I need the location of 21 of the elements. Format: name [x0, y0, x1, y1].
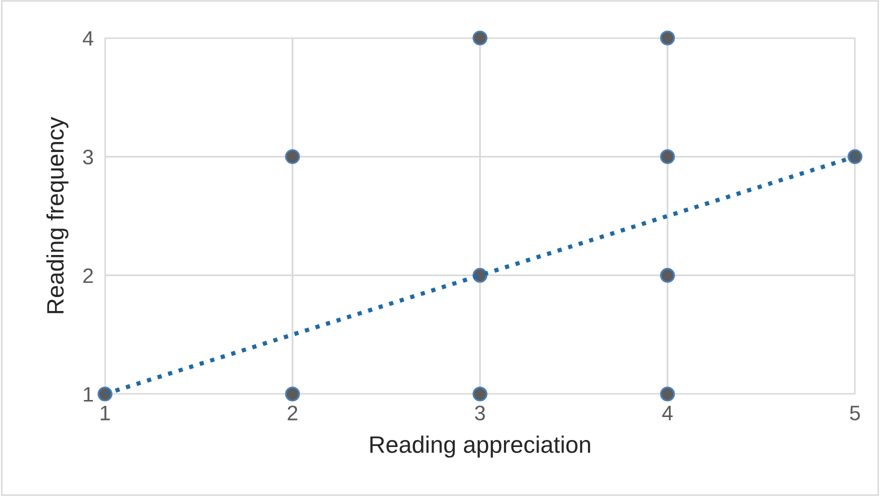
y-tick-label: 1: [84, 387, 93, 402]
point: [285, 386, 300, 402]
point: [98, 386, 112, 402]
point: [472, 30, 488, 46]
point: [848, 149, 862, 164]
y-axis-title: Reading frequency: [46, 116, 68, 314]
point: [285, 149, 300, 164]
x-tick-label: 3: [475, 406, 485, 420]
point: [660, 149, 675, 164]
x-tick-label: 1: [100, 406, 110, 420]
point: [660, 30, 675, 46]
point: [660, 386, 675, 402]
x-tick-label: 5: [850, 406, 860, 420]
point: [472, 386, 488, 402]
y-tick-label: 2: [83, 268, 93, 283]
x-tick-label: 2: [288, 406, 298, 420]
y-tick-label: 3: [83, 150, 93, 164]
y-tick-label: 4: [82, 31, 94, 46]
x-axis-title: Reading appreciation: [370, 436, 590, 458]
point: [660, 268, 675, 283]
x-tick-label: 4: [662, 406, 673, 420]
